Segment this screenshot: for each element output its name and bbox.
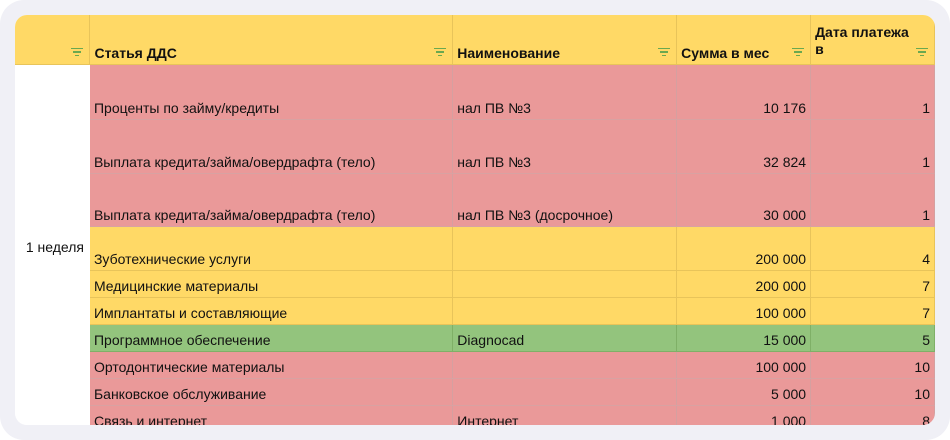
table-row: Медицинские материалы 200 000 7 xyxy=(15,270,935,298)
table-row: Выплата кредита/займа/овердрафта (тело) н… xyxy=(15,119,935,174)
filter-icon[interactable] xyxy=(916,47,928,59)
cell-sum[interactable]: 30 000 xyxy=(676,173,812,227)
header-row: Статья ДДС Наименование Сумма в мес Дата… xyxy=(15,15,935,65)
table-row: Связь и интернет Интернет 1 000 8 xyxy=(15,405,935,425)
cell-day[interactable]: 4 xyxy=(810,226,935,271)
cell-name[interactable]: Diagnocad xyxy=(452,324,678,352)
cell-day[interactable]: 10 xyxy=(810,378,935,406)
cell-sum[interactable]: 200 000 xyxy=(676,270,812,298)
cell-day[interactable]: 7 xyxy=(810,270,935,298)
cell-name[interactable]: нал ПВ №3 (досрочное) xyxy=(452,173,678,227)
cell-name[interactable] xyxy=(452,378,678,406)
header-name: Наименование xyxy=(452,15,678,65)
header-date: Дата платежа в xyxy=(810,15,935,65)
cell-day[interactable]: 1 xyxy=(810,173,935,227)
cell-item[interactable]: Банковское обслуживание xyxy=(89,378,454,406)
table-row: Программное обеспечение Diagnocad 15 000 5 xyxy=(15,324,935,352)
table-row: Ортодонтические материалы 100 000 10 xyxy=(15,351,935,379)
spreadsheet-card: Статья ДДС Наименование Сумма в мес Дата… xyxy=(15,15,935,425)
cell-sum[interactable]: 5 000 xyxy=(676,378,812,406)
table-row: Зуботехнические услуги 200 000 4 xyxy=(15,226,935,271)
cell-item[interactable]: Выплата кредита/займа/овердрафта (тело) xyxy=(89,173,454,227)
header-sum: Сумма в мес xyxy=(676,15,812,65)
cell-day[interactable]: 7 xyxy=(810,297,935,325)
cell-item[interactable]: Связь и интернет xyxy=(89,405,454,425)
filter-icon[interactable] xyxy=(71,47,84,59)
cell-item[interactable]: Проценты по займу/кредиты xyxy=(89,64,454,120)
cell-sum[interactable]: 200 000 xyxy=(676,226,812,271)
cell-day[interactable]: 5 xyxy=(810,324,935,352)
table-row: Выплата кредита/займа/овердрафта (тело) н… xyxy=(15,173,935,227)
filter-icon[interactable] xyxy=(658,47,671,59)
cell-name[interactable] xyxy=(452,270,678,298)
cell-sum[interactable]: 10 176 xyxy=(676,64,812,120)
cell-sum[interactable]: 100 000 xyxy=(676,297,812,325)
cell-item[interactable]: Медицинские материалы xyxy=(89,270,454,298)
cell-name[interactable]: нал ПВ №3 xyxy=(452,119,678,174)
filter-icon[interactable] xyxy=(434,47,447,59)
cell-item[interactable]: Выплата кредита/займа/овердрафта (тело) xyxy=(89,119,454,174)
cell-item[interactable]: Программное обеспечение xyxy=(89,324,454,352)
cell-sum[interactable]: 1 000 xyxy=(676,405,812,425)
cell-sum[interactable]: 15 000 xyxy=(676,324,812,352)
cell-name[interactable]: Интернет xyxy=(452,405,678,425)
cell-sum[interactable]: 100 000 xyxy=(676,351,812,379)
cell-name[interactable]: нал ПВ №3 xyxy=(452,64,678,120)
cell-item[interactable]: Зуботехнические услуги xyxy=(89,226,454,271)
table-row: 1 неделя Проценты по займу/кредиты нал ПВ … xyxy=(15,64,935,425)
header-col0 xyxy=(15,15,91,65)
group-label[interactable]: 1 неделя xyxy=(15,64,90,425)
table-row: Имплантаты и составляющие 100 000 7 xyxy=(15,297,935,325)
cell-item[interactable]: Ортодонтические материалы xyxy=(89,351,454,379)
cell-name[interactable] xyxy=(452,226,678,271)
cell-day[interactable]: 1 xyxy=(810,64,935,120)
table-row: Банковское обслуживание 5 000 10 xyxy=(15,378,935,406)
cell-name[interactable] xyxy=(452,297,678,325)
filter-icon[interactable] xyxy=(792,47,805,59)
cell-item[interactable]: Имплантаты и составляющие xyxy=(89,297,454,325)
spreadsheet-table: Статья ДДС Наименование Сумма в мес Дата… xyxy=(15,15,935,425)
cell-sum[interactable]: 32 824 xyxy=(676,119,812,174)
header-statya: Статья ДДС xyxy=(89,15,454,65)
cell-day[interactable]: 10 xyxy=(810,351,935,379)
cell-day[interactable]: 8 xyxy=(810,405,935,425)
cell-day[interactable]: 1 xyxy=(810,119,935,174)
cell-name[interactable] xyxy=(452,351,678,379)
